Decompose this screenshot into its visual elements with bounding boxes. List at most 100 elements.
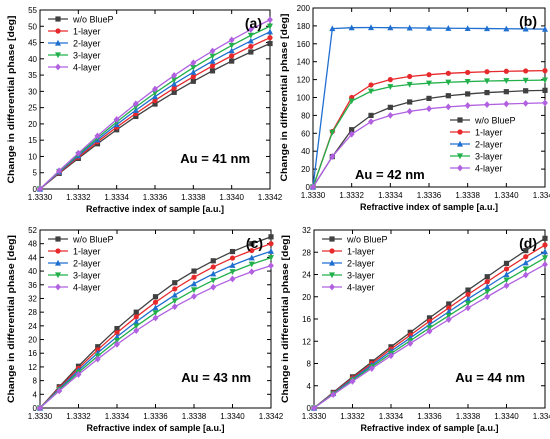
data-point [229, 262, 236, 268]
x-tick-label: 1.3342 [533, 412, 550, 421]
legend-marker [457, 153, 463, 160]
data-point [114, 330, 120, 336]
data-point [368, 88, 374, 95]
legend-label: 3-layer [73, 271, 101, 281]
legend-marker [457, 140, 463, 147]
data-point [542, 87, 548, 93]
panel-label: (c) [246, 235, 263, 251]
y-tick-label: 32 [28, 294, 37, 303]
data-point [191, 287, 197, 294]
data-point [542, 99, 548, 107]
data-point [445, 103, 452, 111]
data-point [542, 25, 548, 32]
y-tick-label: 180 [297, 22, 311, 31]
data-point [229, 53, 235, 59]
legend-label: 3-layer [475, 152, 503, 162]
data-point [37, 185, 43, 193]
y-axis-label: Change in differential phase [deg] [279, 13, 289, 181]
data-point [133, 327, 140, 335]
data-point [229, 248, 236, 255]
legend-marker [55, 283, 61, 291]
legend-label: 1-layer [475, 128, 503, 138]
data-point [522, 25, 529, 32]
legend-marker [457, 129, 463, 135]
data-point [172, 286, 178, 292]
data-point [542, 235, 548, 241]
data-point [114, 333, 120, 340]
legend-marker [55, 16, 61, 22]
data-point [426, 95, 432, 101]
data-point [248, 261, 255, 268]
data-point [523, 254, 529, 260]
x-tick-label: 1.3332 [339, 191, 364, 200]
data-point [445, 316, 452, 323]
data-point [311, 404, 317, 412]
data-point [426, 72, 432, 78]
data-point [407, 99, 413, 105]
legend-marker [55, 259, 61, 266]
data-point [75, 371, 82, 378]
legend: w/o BlueP 1-layer 2-layer 3-layer 4-layer [48, 235, 114, 293]
legend-label: 4-layer [347, 283, 375, 293]
data-point [484, 293, 491, 301]
data-point [503, 271, 510, 278]
data-point [387, 84, 394, 90]
data-point [542, 77, 548, 84]
y-tick-label: 25 [28, 104, 37, 113]
legend: w/o BlueP 1-layer 2-layer 3-layer 4-layer [450, 116, 516, 174]
thickness-annotation: Au = 44 nm [455, 370, 525, 385]
y-tick-label: 30 [28, 87, 37, 96]
y-tick-label: 40 [28, 55, 37, 64]
legend-label: w/o BlueP [72, 15, 114, 25]
data-point [268, 241, 274, 247]
data-point [484, 289, 491, 295]
data-point [522, 100, 529, 107]
data-point [249, 241, 255, 247]
data-point [426, 105, 432, 113]
data-point [445, 25, 452, 31]
data-point [503, 260, 510, 266]
data-point [542, 68, 548, 74]
data-point [445, 313, 452, 319]
data-point [503, 25, 510, 32]
data-point [152, 101, 158, 107]
data-point [484, 25, 490, 32]
data-point [329, 153, 336, 160]
data-point [191, 268, 197, 274]
data-point [522, 271, 529, 279]
data-point [114, 127, 120, 133]
chart-panel-b: 0 20 40 60 80 100 120 140 160 180 200 1.3330 1.3332 1… [279, 4, 550, 212]
thickness-annotation: Au = 42 nm [355, 167, 425, 182]
data-point [484, 78, 490, 85]
data-point [228, 42, 235, 49]
y-tick-label: 28 [302, 248, 311, 257]
data-point [191, 274, 197, 280]
x-axis-label: Refractive index of sample [a.u.] [86, 204, 224, 214]
series-4 [311, 261, 548, 412]
y-tick-label: 4 [307, 382, 312, 391]
x-tick-label: 1.3334 [105, 412, 130, 421]
data-point [152, 310, 159, 317]
data-point [445, 70, 451, 76]
data-point [368, 82, 374, 88]
y-tick-label: 35 [28, 71, 37, 80]
data-point [268, 255, 274, 261]
series-4 [37, 16, 273, 193]
data-point [542, 242, 548, 248]
data-point [268, 262, 274, 269]
data-point [465, 69, 471, 76]
data-point [171, 291, 178, 298]
data-point [542, 261, 548, 268]
data-point [191, 293, 197, 300]
legend-label: w/o BlueP [346, 235, 388, 245]
y-tick-label: 200 [297, 4, 311, 13]
y-tick-label: 8 [33, 377, 38, 386]
legend-marker [457, 117, 463, 123]
y-tick-label: 36 [28, 281, 37, 290]
y-tick-label: 20 [302, 293, 311, 302]
data-point [503, 78, 510, 84]
data-point [210, 270, 217, 277]
panel-label: (a) [245, 15, 262, 31]
x-tick-label: 1.3342 [258, 193, 283, 202]
y-tick-label: 140 [297, 58, 311, 67]
